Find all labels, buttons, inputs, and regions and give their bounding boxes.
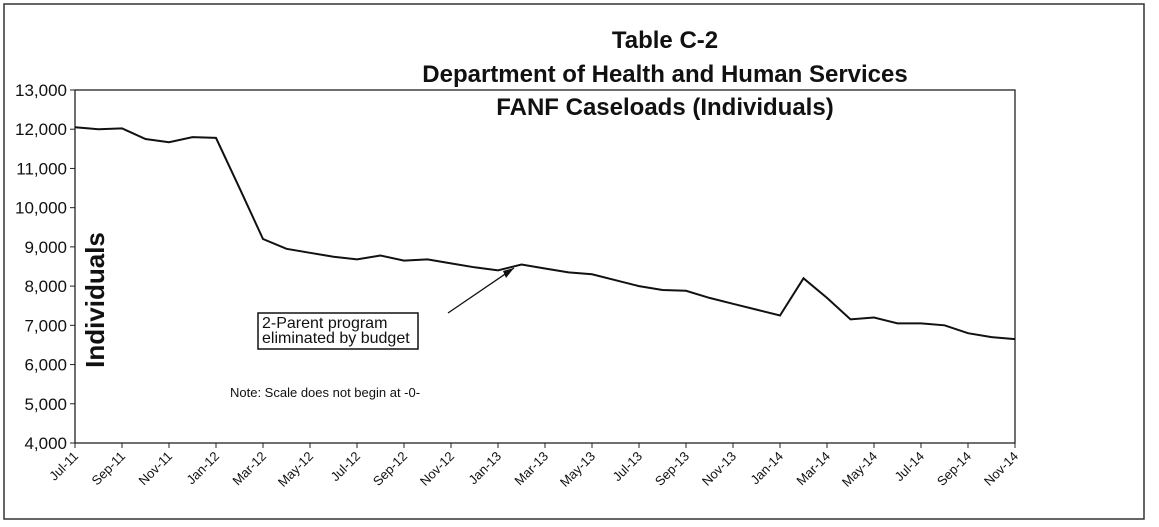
x-tick-label: Jul-11 [46, 449, 81, 484]
y-tick-label: 8,000 [24, 277, 67, 296]
x-tick-label: May-14 [839, 449, 880, 490]
y-tick-label: 9,000 [24, 238, 67, 257]
x-tick-label: Sep-13 [652, 449, 692, 489]
y-tick-label: 12,000 [15, 120, 67, 139]
x-tick-label: Sep-11 [89, 449, 129, 489]
y-tick-label: 4,000 [24, 434, 67, 453]
annotation: eliminated by budget [262, 330, 410, 347]
x-tick-label: Mar-13 [511, 449, 551, 489]
arrow-head [503, 268, 514, 278]
y-tick-label: 10,000 [15, 199, 67, 218]
note: Note: Scale does not begin at -0- [230, 385, 420, 400]
chart-title: Table C-2 [612, 27, 718, 54]
x-tick-label: Sep-14 [934, 449, 974, 489]
x-tick-label: Jul-13 [609, 449, 645, 485]
x-tick-label: May-13 [557, 449, 598, 490]
x-tick-label: Jan-12 [183, 449, 222, 488]
x-tick-label: Nov-11 [136, 449, 176, 489]
x-tick-label: Mar-12 [229, 449, 269, 489]
x-tick-label: Jan-13 [465, 449, 504, 488]
x-tick-label: May-12 [275, 449, 316, 490]
x-tick-label: Mar-14 [793, 449, 833, 489]
y-tick-label: 7,000 [24, 316, 67, 335]
data-line [74, 126, 1016, 341]
y-tick-label: 13,000 [15, 81, 67, 100]
x-tick-label: Nov-13 [699, 449, 739, 489]
chart-subtitle: FANF Caseloads (Individuals) [496, 94, 833, 121]
x-tick-label: Jul-12 [327, 449, 363, 485]
y-tick-label: 6,000 [24, 356, 67, 375]
y-tick-label: 11,000 [16, 159, 67, 178]
x-tick-label: Jan-14 [747, 449, 786, 488]
annotation-arrow [447, 267, 515, 314]
x-tick-label: Nov-12 [417, 449, 457, 489]
x-tick-label: Jul-14 [891, 449, 927, 485]
y-axis-label: Individuals [80, 232, 110, 368]
annotation: 2-Parent program [262, 315, 387, 332]
chart-subtitle: Department of Health and Human Services [422, 61, 907, 88]
outer-border [3, 3, 1145, 520]
plot-area [74, 89, 1016, 444]
y-tick-label: 5,000 [24, 395, 67, 414]
x-tick-label: Sep-12 [370, 449, 410, 489]
annotation-box [257, 312, 419, 350]
x-tick-label: Nov-14 [981, 449, 1021, 489]
